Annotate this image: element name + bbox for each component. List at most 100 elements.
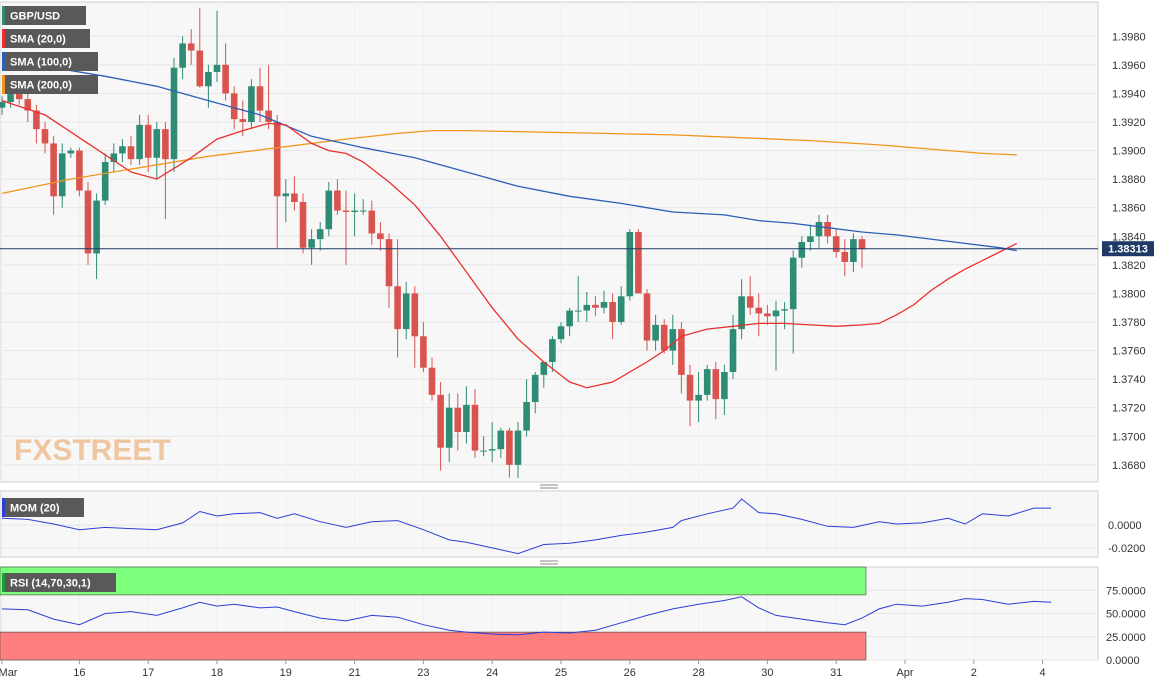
legend-item[interactable]: SMA (100,0) [2, 52, 98, 71]
candle-body [325, 190, 333, 230]
rsi-tick-label: 75.0000 [1106, 585, 1146, 597]
rsi-overbought-zone [0, 566, 867, 596]
candle-body [445, 407, 453, 448]
candle-body [574, 310, 582, 312]
candle [67, 147, 75, 158]
candle-body [660, 324, 668, 351]
panel-splitter[interactable] [540, 560, 558, 565]
legend-box [2, 573, 116, 592]
candle-body [351, 210, 358, 212]
candle [858, 236, 866, 268]
candle-body [273, 122, 281, 197]
last-price-label: 1.38313 [1108, 244, 1148, 256]
candle-body [428, 367, 436, 395]
candle [454, 393, 462, 451]
candle [592, 296, 599, 317]
candle [222, 43, 229, 101]
candle-body [463, 404, 470, 432]
candle [488, 422, 496, 462]
candle-body [798, 242, 806, 258]
candle [437, 382, 444, 471]
candle-body [523, 402, 530, 431]
candle-body [256, 86, 264, 111]
legend-item[interactable]: GBP/USD [2, 6, 86, 25]
candle [789, 250, 797, 354]
candle-body [592, 304, 599, 308]
candle-body [600, 302, 608, 308]
candle [807, 224, 814, 251]
rsi-tick-label: 25.0000 [1106, 632, 1146, 644]
candle [686, 364, 694, 427]
candle [84, 182, 92, 265]
candle-body [437, 394, 444, 448]
candle [179, 36, 186, 80]
candle [213, 10, 221, 82]
candle-body [205, 72, 212, 87]
rsi-tick-label: 0.0000 [1106, 655, 1140, 667]
candle-body [316, 229, 324, 240]
x-tick-label: 30 [761, 667, 773, 679]
candle [377, 222, 384, 251]
candle [41, 122, 49, 154]
candle-body [162, 129, 169, 160]
candle-body [858, 239, 866, 250]
candle [772, 300, 780, 371]
candle-body [239, 119, 247, 122]
candle [445, 393, 453, 462]
candle-body [841, 252, 849, 262]
candle [695, 372, 702, 422]
panel-splitter[interactable] [540, 484, 558, 489]
candle-body [583, 304, 591, 311]
sma-200-line [1, 129, 1017, 195]
legend-label: RSI (14,70,30,1) [10, 578, 91, 590]
candle [24, 93, 32, 122]
candle-body [540, 362, 548, 375]
price-panel [0, 1, 1099, 483]
price-tick-label: 1.3760 [1112, 346, 1146, 358]
candle [574, 276, 582, 322]
legend-item[interactable]: SMA (200,0) [2, 75, 98, 94]
candle-body [746, 296, 754, 308]
momentum-panel [0, 490, 1099, 558]
candle-body [729, 329, 737, 372]
candle-body [686, 374, 694, 401]
candle-body [480, 450, 487, 452]
last-price-badge [1102, 241, 1154, 257]
candle [652, 314, 659, 351]
candle [583, 292, 591, 322]
candle [248, 79, 255, 130]
candle [755, 293, 763, 337]
candle [162, 122, 169, 220]
candle [402, 282, 410, 340]
candle-body [282, 193, 290, 197]
candle-body [377, 233, 384, 240]
legend-label: GBP/USD [10, 11, 60, 23]
candle [557, 322, 565, 344]
candle [815, 214, 823, 248]
candle-body [153, 129, 161, 158]
candle-body [84, 190, 92, 254]
legend-item[interactable]: RSI (14,70,30,1) [2, 573, 116, 592]
candle-body [359, 210, 367, 212]
candle [351, 193, 358, 237]
candle-body [514, 430, 522, 465]
candle [394, 239, 401, 358]
candle-body [101, 162, 109, 201]
legend-box [2, 6, 86, 25]
legend-item[interactable]: SMA (20,0) [2, 29, 90, 48]
candle [33, 104, 40, 144]
candle [110, 143, 118, 172]
candle [187, 29, 195, 65]
candle [841, 239, 849, 277]
candle-body [807, 236, 814, 242]
x-tick-label: 28 [692, 667, 704, 679]
legend-swatch [2, 498, 5, 517]
candle-body [506, 430, 513, 465]
legend-item[interactable]: MOM (20) [2, 498, 84, 517]
candle-body [566, 310, 573, 327]
legend-swatch [2, 75, 5, 94]
candle-body [119, 146, 126, 154]
candle-body [299, 202, 307, 248]
candle-body [24, 99, 32, 111]
candle-body [110, 153, 118, 162]
